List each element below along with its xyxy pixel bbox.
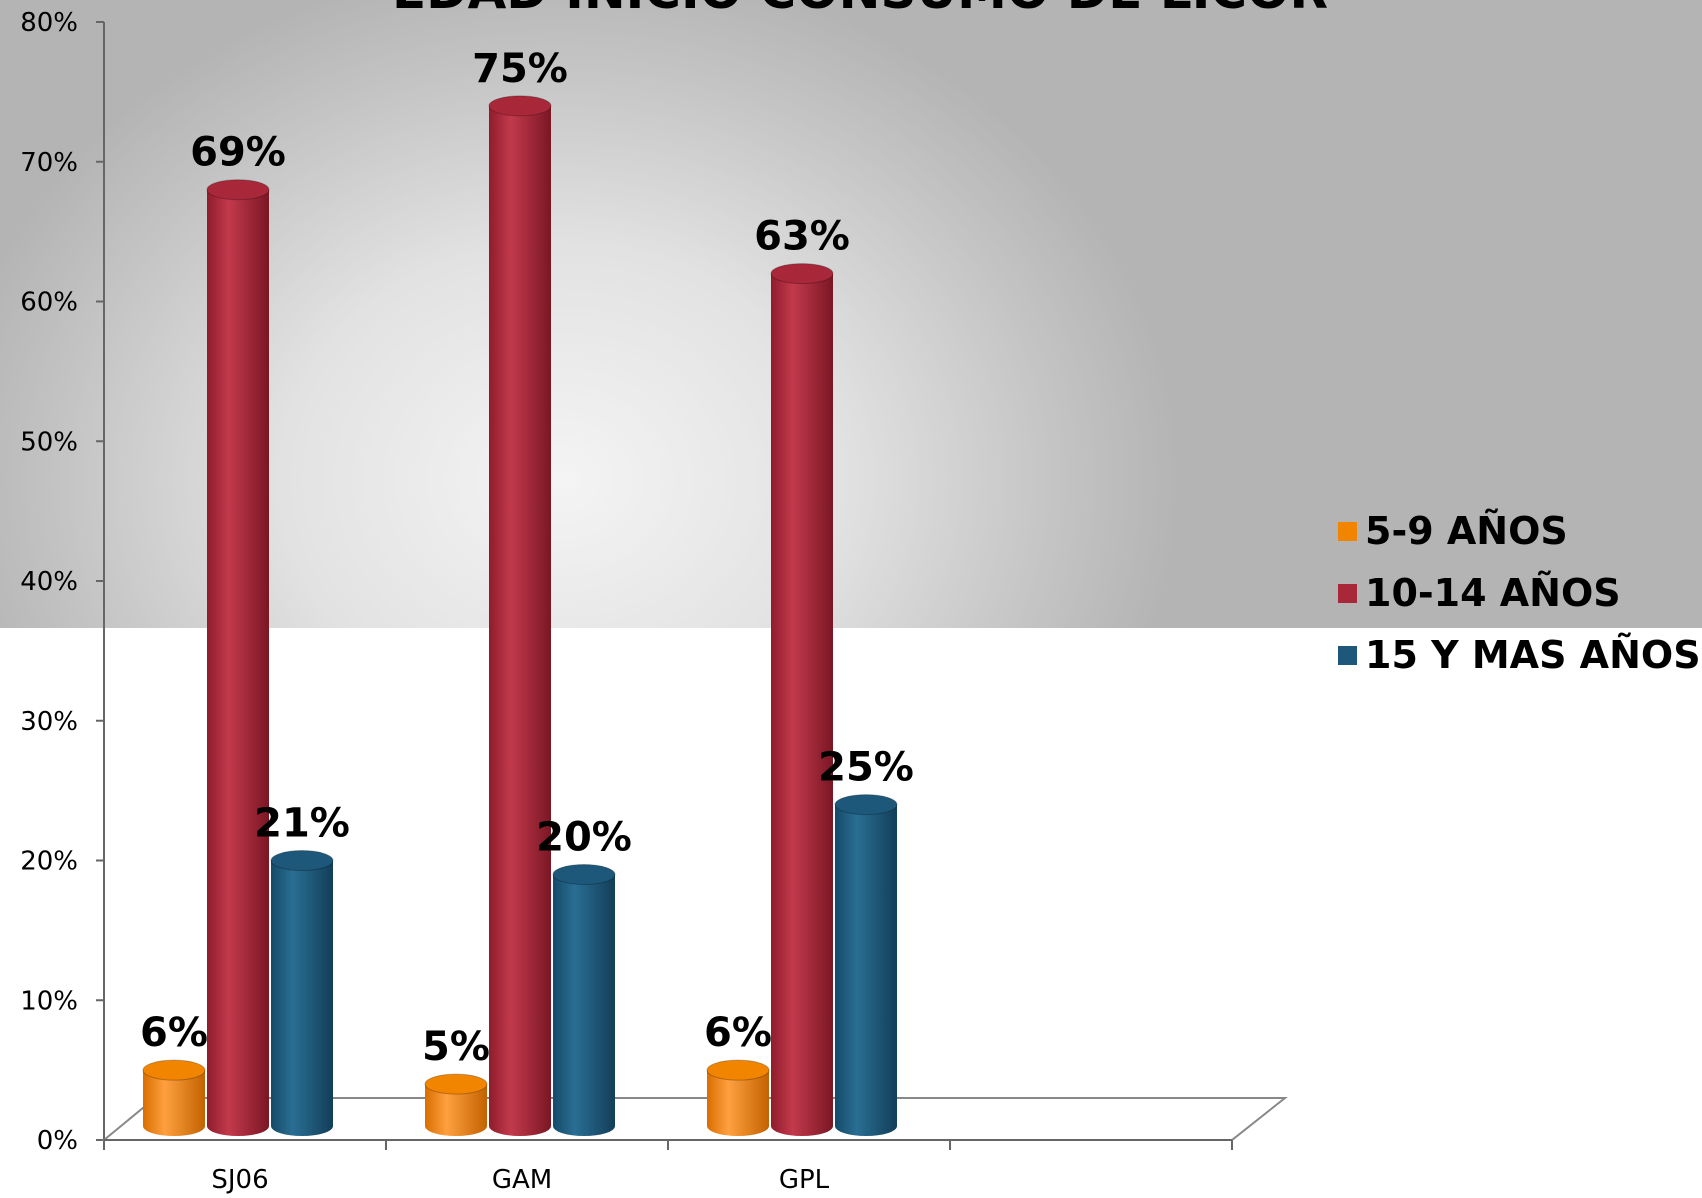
data-label: 25%: [818, 745, 914, 791]
y-tick-label: 20%: [20, 847, 78, 877]
data-label: 75%: [472, 46, 568, 92]
bar-top: [834, 794, 898, 816]
bar-body: [489, 105, 551, 1136]
data-labels: 6% 5% 6% 69% 75% 63% 21% 20% 25%: [140, 46, 914, 1070]
bar: [488, 95, 552, 1136]
bar: [270, 850, 334, 1136]
chart-background-gradient: [0, 0, 1702, 628]
bar-body: [143, 1070, 205, 1136]
legend-label: 10-14 AÑOS: [1365, 571, 1621, 615]
legend-item: 10-14 AÑOS: [1338, 562, 1701, 624]
x-tick-label: GAM: [492, 1165, 552, 1195]
bar-top: [552, 864, 616, 885]
chart-title: EDAD INICIO CONSUMO DE LICOR: [392, 0, 1328, 20]
bars: [142, 95, 898, 1136]
bar-top: [488, 95, 552, 117]
legend-swatch: [1338, 521, 1357, 541]
y-tick-label: 80%: [20, 8, 78, 38]
bar: [552, 864, 616, 1136]
bar-top: [424, 1073, 488, 1095]
legend-label: 5-9 AÑOS: [1365, 509, 1568, 553]
bar: [706, 1059, 770, 1136]
legend-swatch: [1338, 583, 1357, 603]
bar: [834, 794, 898, 1136]
data-label: 63%: [754, 214, 850, 260]
data-label: 6%: [704, 1010, 772, 1056]
bar-body: [707, 1070, 769, 1136]
data-label: 69%: [190, 130, 286, 176]
bar-body: [271, 860, 333, 1136]
bar: [142, 1059, 206, 1136]
x-tick-label: GPL: [779, 1165, 830, 1195]
y-tick-label: 0%: [37, 1126, 78, 1156]
bar-body: [835, 804, 897, 1136]
legend: 5-9 AÑOS 10-14 AÑOS 15 Y MAS AÑOS: [1338, 500, 1701, 686]
bar-body: [553, 874, 615, 1136]
bar-top: [270, 850, 334, 872]
bar-body: [207, 189, 269, 1136]
legend-label: 15 Y MAS AÑOS: [1365, 633, 1701, 677]
y-tick-label: 50%: [20, 427, 78, 457]
bar: [424, 1073, 488, 1136]
x-tick-label: SJ06: [211, 1165, 268, 1195]
bar-body: [425, 1084, 487, 1136]
data-label: 20%: [536, 815, 632, 861]
y-tick-label: 30%: [20, 707, 78, 737]
bar: [770, 263, 834, 1136]
y-tick-label: 10%: [20, 986, 78, 1016]
legend-swatch: [1338, 645, 1357, 665]
y-tick-label: 40%: [20, 567, 78, 597]
data-label: 6%: [140, 1010, 208, 1056]
y-tick-label: 70%: [20, 148, 78, 178]
bar-top: [142, 1059, 206, 1081]
y-tick-label: 60%: [20, 288, 78, 318]
bar-top: [706, 1059, 770, 1081]
data-label: 5%: [422, 1024, 490, 1070]
bar-top: [770, 263, 834, 285]
legend-item: 5-9 AÑOS: [1338, 500, 1701, 562]
axes: 0% 10% 20% 30% 40% 50% 60% 70% 80% SJ06 GAM GPL: [20, 8, 1288, 1195]
bar: [206, 179, 270, 1136]
legend-item: 15 Y MAS AÑOS: [1338, 624, 1701, 686]
bar-body: [771, 273, 833, 1136]
data-label: 21%: [254, 801, 350, 847]
bar-top: [206, 179, 270, 201]
